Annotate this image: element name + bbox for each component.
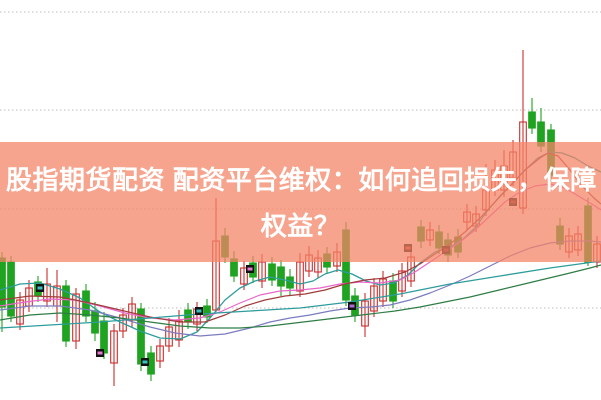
- trade-marker-glyph: [196, 309, 202, 313]
- candle-up: [240, 267, 248, 285]
- trade-marker-glyph: [247, 267, 253, 271]
- candle-up: [119, 314, 127, 332]
- candle-up: [43, 283, 51, 302]
- candle-up: [361, 300, 369, 327]
- candle-up: [296, 261, 304, 292]
- candle-up: [110, 330, 118, 364]
- candle-down: [268, 263, 276, 281]
- candle-down: [203, 305, 211, 318]
- candle-up: [379, 278, 387, 302]
- trade-marker-glyph: [37, 286, 43, 290]
- trade-marker-glyph: [97, 351, 103, 355]
- candle-down: [7, 261, 15, 317]
- candle-up: [72, 293, 80, 342]
- ma-dark-green: [0, 264, 601, 329]
- candle-up: [175, 320, 183, 341]
- candle-down: [100, 320, 108, 354]
- trade-marker-glyph: [142, 360, 148, 364]
- candle-up: [16, 299, 24, 325]
- headline-line-1: 股指期货配资 配资平台维权：如何追回损失，保障: [6, 165, 597, 195]
- candle-up: [258, 261, 266, 282]
- candle-down: [528, 111, 536, 129]
- candle-down: [184, 309, 192, 323]
- ma-slow-teal: [0, 260, 601, 329]
- headline-line-2: 权益？: [260, 211, 341, 241]
- headline-banner: 股指期货配资 配资平台维权：如何追回损失，保障 权益？: [0, 142, 601, 262]
- trade-marker-glyph: [349, 304, 355, 308]
- candle-up: [165, 326, 173, 347]
- candle-down: [277, 266, 285, 287]
- candle-up: [156, 345, 164, 362]
